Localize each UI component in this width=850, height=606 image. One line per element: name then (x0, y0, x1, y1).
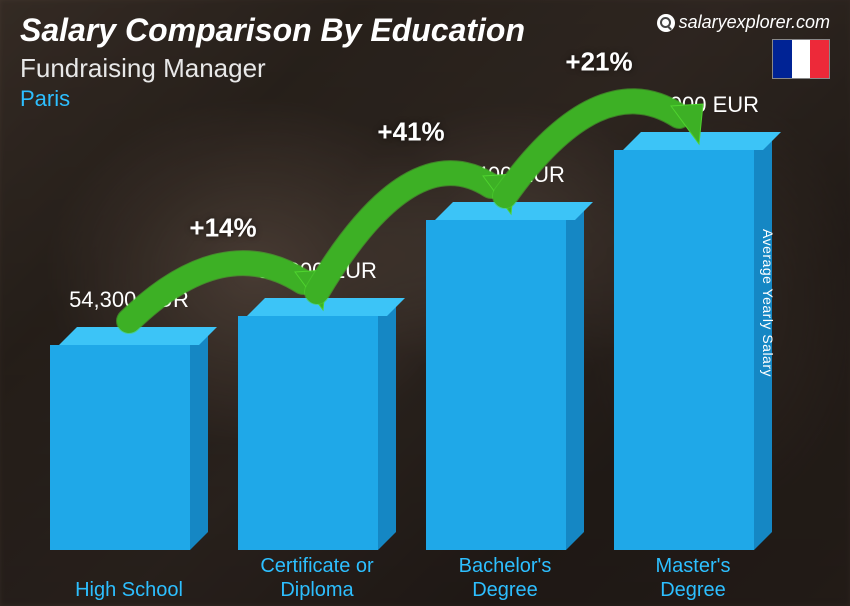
header: Salary Comparison By Education Fundraisi… (20, 12, 830, 112)
france-flag-icon (772, 39, 830, 79)
bar-side (190, 327, 208, 550)
bar-label: High School (50, 578, 208, 602)
increase-percent: +41% (377, 117, 444, 148)
y-axis-label: Average Yearly Salary (760, 229, 776, 377)
page-location: Paris (20, 86, 525, 112)
bar-side (378, 298, 396, 550)
bar-label: Certificate or Diploma (238, 554, 396, 602)
brand-text: salaryexplorer.com (679, 12, 830, 33)
bar-label: Bachelor's Degree (426, 554, 584, 602)
bar-side (566, 202, 584, 550)
bar-label: Master's Degree (614, 554, 772, 602)
page-title: Salary Comparison By Education (20, 12, 525, 49)
flag-stripe-blue (773, 40, 792, 78)
increase-percent: +14% (189, 213, 256, 244)
search-icon (657, 14, 675, 32)
infographic-canvas: Salary Comparison By Education Fundraisi… (0, 0, 850, 606)
bar-chart: 54,300 EURHigh School62,000 EURCertifica… (0, 46, 850, 606)
brand-area: salaryexplorer.com (657, 12, 830, 79)
bar (50, 327, 208, 550)
flag-stripe-white (792, 40, 811, 78)
brand: salaryexplorer.com (657, 12, 830, 33)
title-block: Salary Comparison By Education Fundraisi… (20, 12, 525, 112)
page-subtitle: Fundraising Manager (20, 53, 525, 84)
bar-front (50, 345, 190, 550)
bar-front (238, 316, 378, 550)
flag-stripe-red (810, 40, 829, 78)
